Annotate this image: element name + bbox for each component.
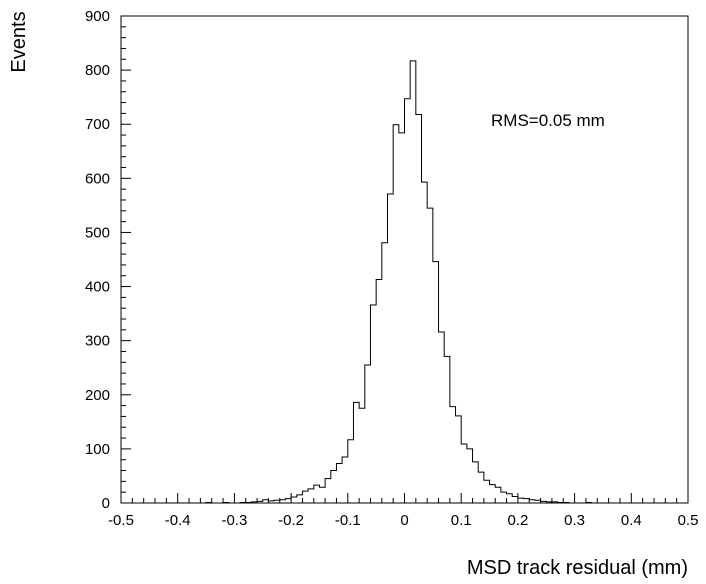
y-tick-label: 0 <box>102 495 110 512</box>
x-tick-label: 0.3 <box>564 512 585 529</box>
y-tick-label: 300 <box>85 333 110 350</box>
x-tick-label: -0.2 <box>278 512 304 529</box>
y-tick-label: 700 <box>85 116 110 133</box>
rms-annotation: RMS=0.05 mm <box>491 111 605 130</box>
y-tick-label: 400 <box>85 279 110 296</box>
y-tick-label: 600 <box>85 170 110 187</box>
y-tick-label: 800 <box>85 62 110 79</box>
x-tick-label: 0.5 <box>678 512 699 529</box>
y-tick-label: 200 <box>85 387 110 404</box>
tick-labels-layer: -0.5 -0.4 -0.3 -0.2 -0.1 0 0.1 0.2 0.3 0.4 0.5 0 100… <box>85 8 698 529</box>
x-tick-label: 0.1 <box>451 512 472 529</box>
x-tick-label: -0.3 <box>221 512 247 529</box>
ticks-layer <box>120 15 689 504</box>
x-tick-label: -0.5 <box>108 512 134 529</box>
histogram-outline <box>121 60 688 504</box>
x-axis-title: MSD track residual (mm) <box>467 557 688 579</box>
x-tick-label: 0.2 <box>507 512 528 529</box>
y-tick-label: 900 <box>85 8 110 25</box>
plot-frame <box>120 15 689 504</box>
y-axis-title: Events <box>8 11 30 72</box>
y-tick-label: 100 <box>85 441 110 458</box>
x-tick-label: 0 <box>400 512 408 529</box>
x-tick-label: 0.4 <box>621 512 642 529</box>
x-tick-label: -0.4 <box>165 512 191 529</box>
y-tick-label: 500 <box>85 224 110 241</box>
x-tick-label: -0.1 <box>335 512 361 529</box>
